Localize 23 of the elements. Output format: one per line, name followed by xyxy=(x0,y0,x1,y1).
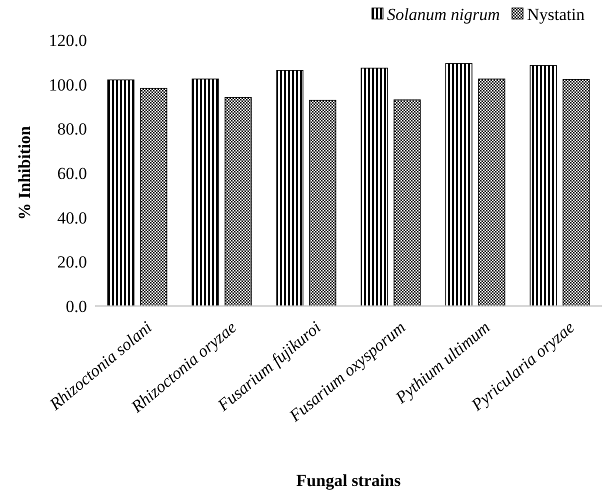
y-tick-label: 20.0 xyxy=(57,252,87,272)
y-axis-title: % Inhibition xyxy=(15,125,34,220)
bar xyxy=(276,70,304,306)
bar xyxy=(530,65,557,306)
y-tick-label: 100.0 xyxy=(48,75,87,94)
y-tick-label: 0.0 xyxy=(66,296,87,316)
bar xyxy=(192,78,219,306)
bar xyxy=(478,78,506,306)
bar xyxy=(562,79,590,306)
bar xyxy=(107,80,134,306)
bar xyxy=(360,68,388,306)
y-tick-label: 60.0 xyxy=(57,164,87,183)
bar xyxy=(445,63,472,306)
y-tick-label: 80.0 xyxy=(57,120,87,139)
bar xyxy=(224,97,252,306)
bar xyxy=(309,100,336,306)
legend-label: Nystatin xyxy=(527,4,586,24)
bar xyxy=(394,99,421,306)
y-tick-label: 120.0 xyxy=(48,30,87,50)
y-tick-label: 40.0 xyxy=(57,208,87,228)
bar xyxy=(140,88,168,306)
x-axis-title: Fungal strains xyxy=(296,471,402,490)
legend-label: Solanum nigrum xyxy=(387,4,500,24)
